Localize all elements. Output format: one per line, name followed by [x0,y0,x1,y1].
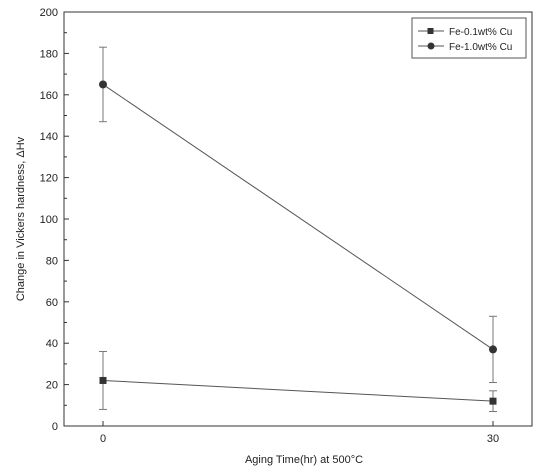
y-tick-label: 20 [46,380,58,392]
series-line [102,84,494,350]
series-1 [99,350,497,413]
x-axis-title: Aging Time(hr) at 500°C [245,454,363,466]
series-layer [99,46,497,413]
x-tick-label: 30 [487,433,499,445]
series-line [102,379,494,402]
series-2 [99,46,497,384]
y-tick-label: 120 [40,173,58,185]
legend-marker [427,28,434,34]
legend: Fe-0.1wt% Cu Fe-1.0wt% Cu [411,17,527,59]
plot-frame [63,11,533,427]
y-tick-label: 60 [46,297,58,309]
y-axis: 0 20 40 60 80 100 120 140 160 180 200 [40,7,69,433]
y-tick-label: 100 [40,214,58,226]
data-point [99,376,107,384]
y-tick-label: 0 [52,421,58,433]
x-axis: 0 30 [100,421,499,445]
y-tick-label: 160 [40,90,58,102]
y-tick-label: 140 [40,131,58,143]
y-tick-label: 180 [40,48,58,60]
data-point [489,397,497,405]
y-tick-label: 200 [40,7,58,19]
legend-marker [427,42,435,50]
y-axis-title: Change in Vickers hardness, ΔHv [15,136,27,301]
y-tick-label: 40 [46,338,58,350]
legend-box [411,17,527,59]
x-tick-label: 0 [100,433,106,445]
legend-label: Fe-0.1wt% Cu [449,27,512,38]
legend-label: Fe-1.0wt% Cu [449,42,512,53]
data-point [489,345,497,354]
y-tick-label: 80 [46,255,58,267]
data-point [99,80,107,89]
